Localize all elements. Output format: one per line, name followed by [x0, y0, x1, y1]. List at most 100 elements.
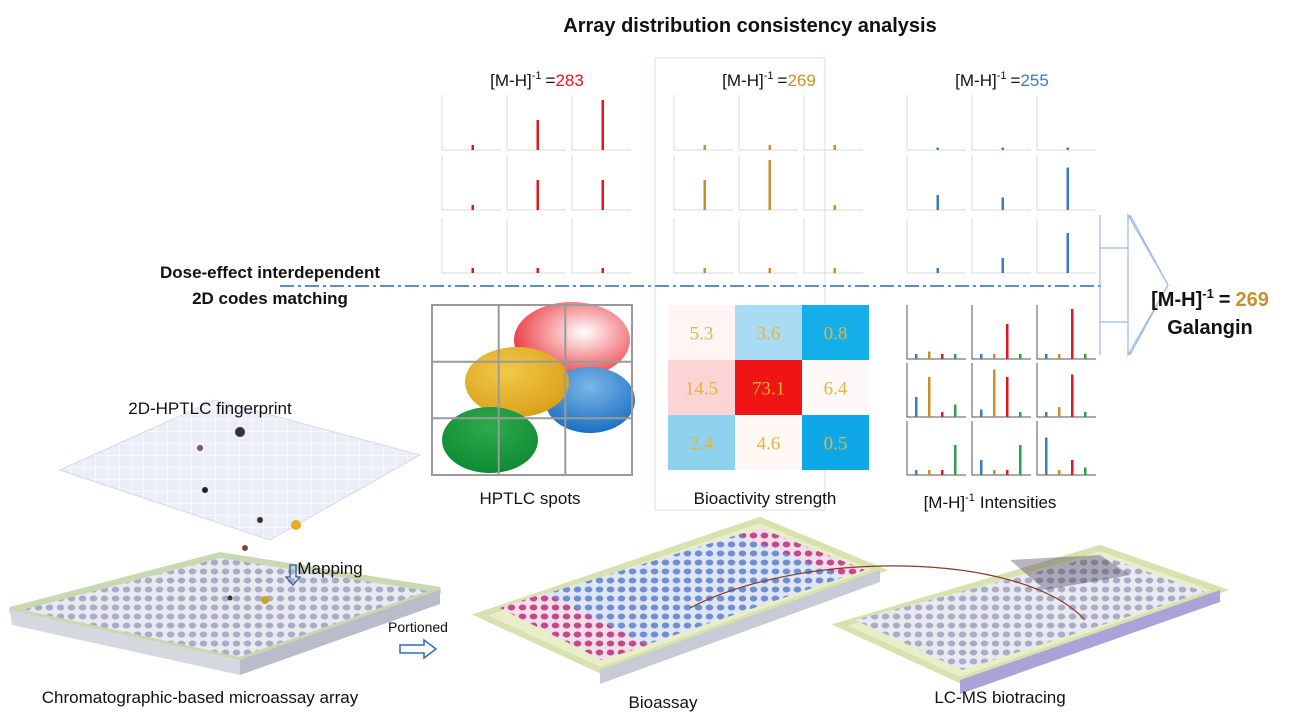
left-label: Dose-effect interdependent [160, 263, 380, 282]
mini-bar [768, 145, 771, 150]
plate-left [9, 399, 441, 675]
mini-axis [803, 155, 863, 211]
spectrum-bar [993, 354, 996, 359]
mini-bar [601, 100, 604, 150]
result-ion: [M-H] [1151, 289, 1202, 311]
spectrum-bar [1058, 354, 1061, 359]
spectrum-bar [941, 354, 944, 359]
mini-bar [703, 145, 706, 150]
mini-axis [803, 218, 863, 274]
result-mass: 269 [1235, 289, 1268, 311]
panel-frame [654, 57, 826, 511]
mini-axis [1036, 305, 1096, 360]
spectrum-bar [1006, 324, 1009, 359]
heat-cell [668, 305, 735, 360]
ion-mass: 255 [1020, 71, 1048, 90]
mini-axis [1036, 155, 1096, 211]
heat-cell [735, 360, 802, 415]
mini-bar [536, 180, 539, 210]
mini-axis [906, 95, 966, 151]
mini-bar [471, 268, 474, 273]
plate-bioassay [471, 516, 889, 684]
mini-bar [1066, 233, 1069, 273]
mini-axis [906, 218, 966, 274]
spectrum-bar [954, 354, 957, 359]
mini-axis [571, 95, 631, 151]
mini-axis [441, 155, 501, 211]
result-sup: -1 [1202, 286, 1214, 301]
heat-value: 3.6 [757, 324, 781, 345]
spectrum-bar [993, 369, 996, 417]
mini-bar [1066, 167, 1069, 210]
spectrum-bar [941, 470, 944, 475]
label: Mapping [297, 559, 362, 578]
mini-bar [1001, 147, 1004, 150]
ion-mass: 269 [787, 71, 815, 90]
spectrum-bar [1019, 445, 1022, 475]
label: Portioned [388, 619, 448, 635]
panel-label: Bioactivity strength [694, 489, 837, 508]
spectrum-bar [1045, 354, 1048, 359]
heat-value: 5.3 [690, 324, 714, 345]
left-label: 2D codes matching [192, 289, 348, 308]
mini-bar [936, 268, 939, 273]
mini-axis [441, 95, 501, 151]
mini-bar [833, 145, 836, 150]
mini-axis [803, 95, 863, 151]
mini-axis [738, 95, 798, 151]
mini-bar [768, 160, 771, 210]
arrow [1099, 214, 1169, 356]
spectrum-bar [980, 354, 983, 359]
ion-sup: -1 [764, 70, 774, 82]
ion-base: [M-H] [722, 71, 764, 90]
ion-base: [M-H] [955, 71, 997, 90]
mini-bar [833, 205, 836, 210]
mini-bar [601, 180, 604, 210]
mini-axis [971, 155, 1031, 211]
spectrum-bar [980, 409, 983, 417]
mini-axis [673, 155, 733, 211]
ion-label: [M-H]-1 =269 [722, 70, 816, 90]
mini-bar [536, 120, 539, 150]
spectrum-bar [993, 470, 996, 475]
heat-value: 4.6 [757, 434, 781, 455]
mini-axis [1036, 218, 1096, 274]
ion-label: [M-H]-1 =283 [490, 70, 584, 90]
heat-cell [802, 415, 869, 470]
mini-axis [673, 218, 733, 274]
spectrum-bar [1084, 467, 1087, 475]
ion-eq: = [546, 71, 556, 90]
ion-base: [M-H] [490, 71, 532, 90]
spectrum-bar [1071, 460, 1074, 475]
mini-axis [1036, 95, 1096, 151]
spectrum-bar [1006, 470, 1009, 475]
heat-cell [735, 305, 802, 360]
hptlc-spots [431, 302, 635, 476]
result-eq: = [1219, 289, 1231, 311]
label: Bioassay [629, 693, 698, 712]
panel-label: [M-H]-1 Intensities [924, 492, 1057, 512]
mini-axis [738, 155, 798, 211]
spectrum-bar [954, 445, 957, 475]
mini-bar [833, 268, 836, 273]
mini-axis [571, 218, 631, 274]
mini-bar [936, 147, 939, 150]
label-sup: -1 [965, 492, 975, 504]
mini-axis [906, 421, 966, 476]
heat-cell [735, 415, 802, 470]
heat-value: 6.4 [824, 379, 848, 400]
heat-value: 0.5 [824, 434, 848, 455]
mini-axis [906, 363, 966, 418]
mini-bar [471, 145, 474, 150]
mini-axis [1036, 421, 1096, 476]
mini-bar [536, 268, 539, 273]
heat-cell [802, 360, 869, 415]
spectrum-bar [915, 397, 918, 417]
spectrum-bar [915, 354, 918, 359]
mini-axis [441, 218, 501, 274]
ion-mass: 283 [555, 71, 583, 90]
spectrum-bar [1058, 470, 1061, 475]
mini-axis [1036, 363, 1096, 418]
result: [M-H]-1 = 269 [1151, 286, 1269, 311]
heat-cell [802, 305, 869, 360]
